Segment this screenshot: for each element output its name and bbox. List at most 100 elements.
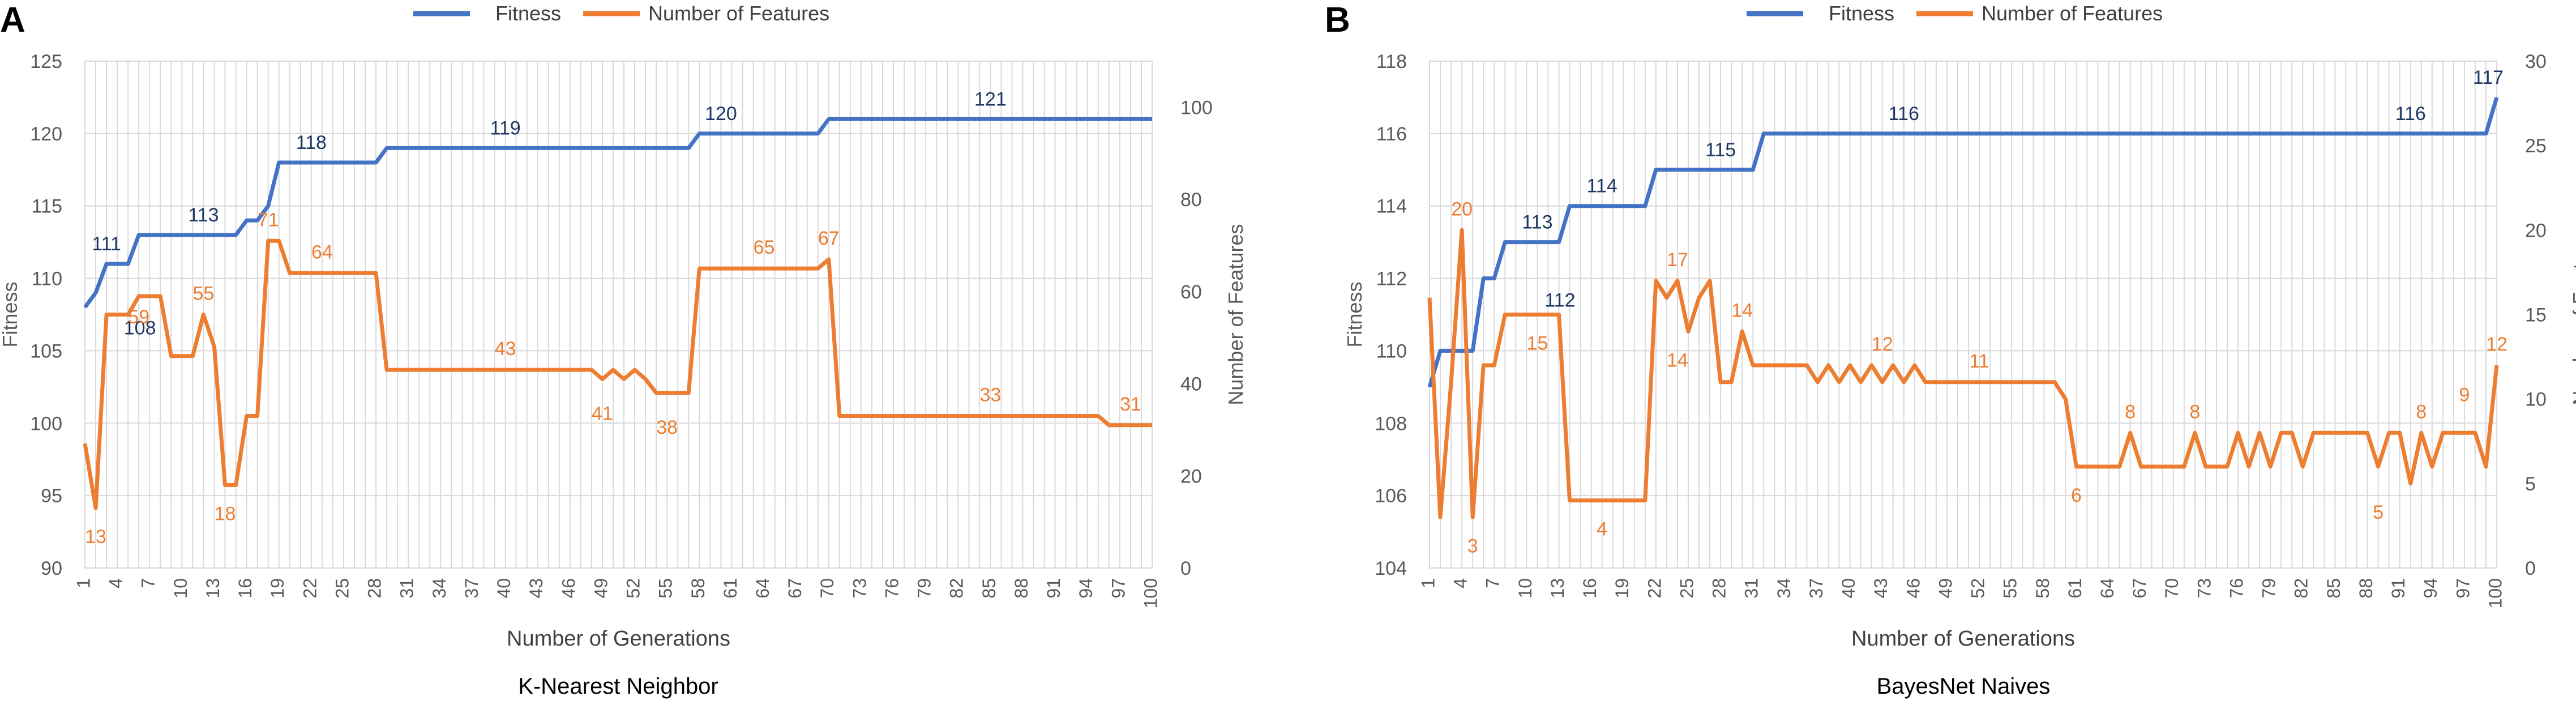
x-tick-label: 73 [849, 578, 870, 599]
data-label-features: 9 [2459, 385, 2470, 406]
x-tick-label: 70 [2162, 578, 2182, 599]
data-label-features: 14 [1731, 300, 1753, 321]
data-label-fitness: 116 [2395, 103, 2426, 125]
series-line-features [1427, 228, 2499, 519]
y-axis-title: Fitness [0, 281, 22, 347]
legend-label-fitness: Fitness [495, 2, 561, 25]
x-tick-label: 7 [1483, 578, 1503, 588]
plot-area [84, 61, 1153, 569]
y-tick-label: 116 [1376, 123, 1407, 145]
data-label-features: 33 [979, 385, 1001, 406]
x-tick-label: 37 [1806, 578, 1826, 599]
x-tick-label: 73 [2194, 578, 2214, 599]
series-line-fitness [83, 117, 1152, 309]
legend-label-features: Number of Features [648, 2, 829, 25]
data-label-features: 38 [656, 417, 678, 438]
y2-tick-label: 100 [1180, 97, 1213, 118]
data-label-features: 5 [2373, 502, 2384, 523]
x-tick-label: 76 [2226, 578, 2246, 599]
data-label-features: 8 [2189, 401, 2200, 422]
x-tick-label: 91 [1043, 578, 1064, 599]
x-tick-label: 97 [2453, 578, 2473, 599]
y2-tick-label: 5 [2525, 473, 2536, 495]
y2-tick-label: 80 [1180, 189, 1202, 211]
x-tick-label: 4 [1450, 578, 1471, 588]
x-tick-label: 49 [1935, 578, 1955, 599]
x-tick-label: 25 [332, 578, 352, 599]
x-tick-label: 100 [2485, 578, 2505, 608]
x-tick-label: 40 [1838, 578, 1859, 599]
data-label-fitness: 113 [1522, 212, 1552, 233]
data-label-fitness: 117 [2473, 67, 2504, 88]
x-tick-label: 1 [73, 578, 93, 588]
y2-axis-title: Number of Features [1224, 224, 1247, 405]
x-tick-label: 67 [785, 578, 805, 599]
data-label-fitness: 120 [705, 103, 737, 125]
y2-tick-label: 30 [2525, 51, 2547, 72]
y2-axis-title: Number of Features [2569, 224, 2576, 405]
x-tick-label: 58 [2032, 578, 2053, 599]
x-tick-label: 55 [2000, 578, 2021, 599]
x-tick-label: 13 [1547, 578, 1568, 599]
y-tick-label: 108 [1375, 413, 1407, 434]
x-tick-label: 88 [1011, 578, 1032, 599]
y2-tick-label: 60 [1180, 281, 1202, 303]
data-label-fitness: 118 [296, 132, 327, 153]
data-label-features: 41 [592, 403, 613, 424]
y2-tick-label: 40 [1180, 374, 1202, 395]
x-tick-label: 79 [2259, 578, 2279, 599]
y2-tick-label: 15 [2525, 305, 2547, 326]
y-tick-label: 106 [1375, 485, 1407, 507]
data-label-fitness: 111 [92, 233, 121, 255]
x-tick-label: 85 [2323, 578, 2344, 599]
data-label-fitness: 113 [188, 204, 219, 226]
x-tick-label: 28 [365, 578, 385, 599]
data-label-features: 20 [1451, 198, 1473, 220]
x-tick-label: 37 [461, 578, 482, 599]
y-tick-label: 110 [1376, 340, 1407, 362]
x-tick-label: 64 [752, 578, 773, 599]
data-label-features: 64 [311, 241, 333, 263]
x-tick-label: 55 [656, 578, 676, 599]
data-label-features: 12 [2486, 334, 2507, 355]
x-tick-label: 49 [590, 578, 611, 599]
data-label-features: 71 [258, 209, 279, 230]
data-label-fitness: 112 [1544, 290, 1575, 311]
x-tick-label: 97 [1108, 578, 1128, 599]
x-tick-label: 19 [267, 578, 288, 599]
data-label-fitness: 116 [1889, 103, 1919, 125]
data-label-features: 59 [128, 306, 149, 328]
y-axis-title: Fitness [1343, 281, 1366, 347]
data-label-features: 6 [2071, 485, 2082, 506]
legend-label-fitness: Fitness [1829, 2, 1894, 25]
y-tick-label: 104 [1375, 558, 1407, 579]
x-tick-label: 61 [720, 578, 741, 599]
data-label-fitness: 115 [1705, 139, 1736, 161]
x-tick-label: 34 [429, 578, 450, 599]
x-tick-label: 94 [1076, 578, 1096, 599]
x-tick-label: 70 [817, 578, 837, 599]
x-tick-label: 19 [1612, 578, 1632, 599]
data-label-features: 12 [1872, 334, 1893, 355]
x-tick-label: 13 [203, 578, 223, 599]
y-tick-label: 118 [1376, 51, 1407, 72]
data-label-features: 14 [1667, 349, 1688, 371]
y2-tick-label: 10 [2525, 389, 2547, 411]
x-tick-label: 85 [979, 578, 999, 599]
x-tick-label: 31 [1741, 578, 1762, 599]
x-tick-label: 43 [526, 578, 546, 599]
legend: Fitness Number of Features [413, 2, 829, 25]
x-tick-label: 4 [106, 578, 126, 588]
x-tick-label: 16 [235, 578, 255, 599]
x-tick-label: 82 [2291, 578, 2312, 599]
x-tick-label: 46 [558, 578, 579, 599]
y2-tick-label: 25 [2525, 135, 2547, 157]
data-label-features: 15 [1526, 333, 1548, 354]
x-tick-label: 7 [138, 578, 159, 588]
y-tick-label: 120 [30, 123, 62, 145]
panel-label: B [1325, 1, 1350, 40]
x-tick-label: 10 [1515, 578, 1535, 599]
